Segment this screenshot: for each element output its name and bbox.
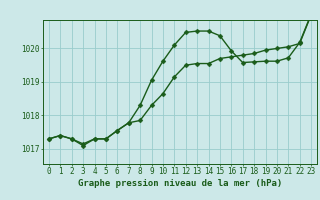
X-axis label: Graphe pression niveau de la mer (hPa): Graphe pression niveau de la mer (hPa) [78,179,282,188]
